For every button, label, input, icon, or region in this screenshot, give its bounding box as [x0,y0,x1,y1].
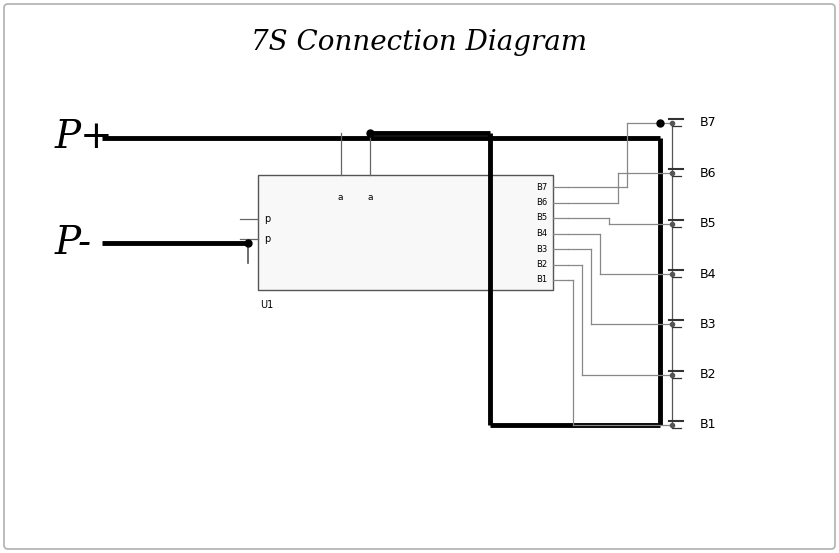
Text: B5: B5 [536,213,547,222]
Text: U1: U1 [260,300,274,310]
Text: 7S Connection Diagram: 7S Connection Diagram [251,29,587,56]
Bar [258,175,553,290]
Text: B6: B6 [700,167,717,180]
Text: B3: B3 [700,318,717,331]
Text: B7: B7 [536,182,547,191]
Text: B3: B3 [536,244,547,253]
Text: B5: B5 [700,217,717,230]
Text: P+: P+ [55,119,114,156]
Text: a: a [338,194,343,202]
Text: p: p [264,234,270,244]
Text: B4: B4 [536,229,547,238]
Text: a: a [367,194,373,202]
Text: B6: B6 [536,198,547,207]
Text: B7: B7 [700,117,717,129]
FancyBboxPatch shape [4,4,835,549]
Text: B1: B1 [700,419,717,431]
Text: B2: B2 [700,368,717,381]
Text: p: p [264,213,270,224]
Text: B4: B4 [700,268,717,280]
Text: P-: P- [55,225,92,262]
Text: B2: B2 [536,260,547,269]
Text: B1: B1 [536,275,547,284]
